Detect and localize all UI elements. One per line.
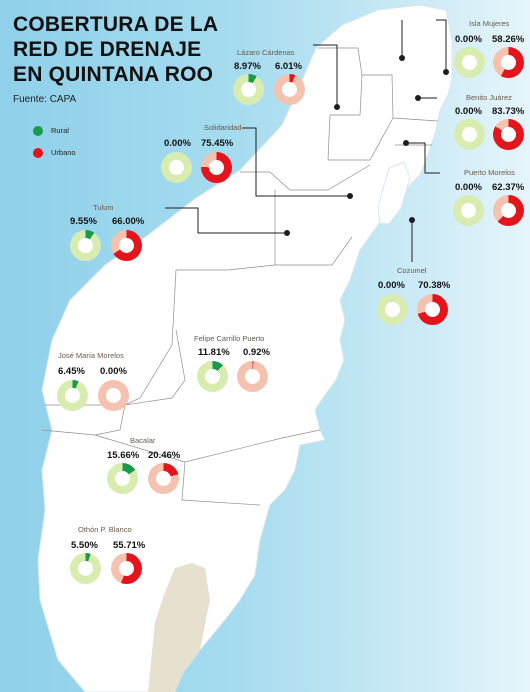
leader-lines	[165, 19, 447, 262]
isla-mujeres-marker	[399, 55, 405, 61]
title-line: RED DE DRENAJE	[13, 38, 202, 61]
rural-percent-bacalar: 15.66%	[107, 450, 140, 461]
urban-donut-felipe-carrillo-puerto	[237, 361, 268, 392]
rural-percent-solidaridad: 0.00%	[164, 138, 191, 149]
island-cozumel	[377, 161, 411, 225]
lazaro-cardenas-marker	[334, 104, 340, 110]
rural-donut-benito-juarez	[454, 119, 485, 150]
rural-percent-benito-juarez: 0.00%	[455, 106, 482, 117]
rural-donut-cozumel	[377, 294, 408, 325]
urban-donut-tulum	[111, 230, 142, 261]
rural-donut-puerto-morelos	[453, 195, 484, 226]
municipality-label-solidaridad: Solidaridad	[204, 123, 242, 132]
rural-percent-isla-mujeres: 0.00%	[455, 34, 482, 45]
page-title: COBERTURA DE LA RED DE DRENAJE EN QUINTA…	[13, 12, 218, 87]
municipality-label-cozumel: Cozumel	[397, 266, 427, 275]
rural-swatch	[33, 125, 43, 136]
rural-donut-othon-p-blanco	[70, 553, 101, 584]
urban-percent-lazaro-cardenas: 6.01%	[275, 61, 302, 72]
cozumel-marker	[409, 217, 415, 223]
legend: Rural Urbano	[33, 124, 76, 168]
municipality-label-othon-p-blanco: Othón P. Blanco	[78, 525, 132, 534]
rural-percent-cozumel: 0.00%	[378, 280, 405, 291]
municipality-label-lazaro-cardenas: Lázaro Cárdenas	[237, 48, 295, 57]
title-line: COBERTURA DE LA	[13, 13, 219, 36]
rural-percent-felipe-carrillo-puerto: 11.81%	[198, 347, 230, 358]
title-line: EN QUINTANA ROO	[13, 63, 214, 86]
municipality-label-bacalar: Bacalar	[130, 436, 156, 445]
rural-donut-felipe-carrillo-puerto	[197, 361, 228, 392]
urban-donut-lazaro-cardenas	[274, 74, 305, 105]
rural-donut-tulum	[70, 230, 101, 261]
municipality-label-benito-juarez: Benito Juárez	[466, 93, 512, 102]
rural-percent-puerto-morelos: 0.00%	[455, 182, 482, 193]
urban-percent-jose-maria-morelos: 0.00%	[100, 366, 127, 377]
urban-percent-cozumel: 70.38%	[418, 280, 451, 291]
urban-donut-jose-maria-morelos	[98, 380, 129, 411]
rural-donut-solidaridad	[161, 152, 192, 183]
rural-percent-tulum: 9.55%	[70, 216, 97, 227]
leader-dots	[284, 55, 449, 236]
urban-swatch	[33, 147, 43, 158]
solidaridad-marker	[347, 193, 353, 199]
urban-percent-othon-p-blanco: 55.71%	[113, 540, 146, 551]
municipality-label-felipe-carrillo-puerto: Felipe Carrillo Puerto	[194, 334, 265, 343]
urban-donut-isla-mujeres	[493, 47, 524, 78]
legend-item-urbano: Urbano	[33, 146, 76, 159]
tulum-marker	[284, 230, 290, 236]
rural-percent-jose-maria-morelos: 6.45%	[58, 366, 85, 377]
urban-donut-cozumel	[417, 294, 448, 325]
puerto-morelos-marker	[403, 140, 409, 146]
urban-donut-solidaridad	[201, 152, 232, 183]
rural-donut-bacalar	[107, 463, 138, 494]
municipal-boundaries	[41, 47, 439, 506]
legend-item-rural: Rural	[33, 124, 76, 137]
urban-percent-benito-juarez: 83.73%	[492, 106, 525, 117]
municipality-label-jose-maria-morelos: José María Morelos	[58, 351, 124, 360]
rural-donut-isla-mujeres	[454, 47, 485, 78]
urban-donut-othon-p-blanco	[111, 553, 142, 584]
rural-percent-lazaro-cardenas: 8.97%	[234, 61, 261, 72]
mainland	[37, 4, 453, 692]
urban-percent-solidaridad: 75.45%	[201, 138, 234, 149]
municipality-label-puerto-morelos: Puerto Morelos	[464, 168, 515, 177]
urban-percent-tulum: 66.00%	[112, 216, 145, 227]
isla-mujeres-island-marker	[443, 69, 449, 75]
legend-label: Urbano	[51, 148, 76, 157]
urban-percent-felipe-carrillo-puerto: 0.92%	[243, 347, 270, 358]
urban-percent-puerto-morelos: 62.37%	[492, 182, 525, 193]
source-note: Fuente: CAPA	[13, 94, 77, 105]
rural-percent-othon-p-blanco: 5.50%	[71, 540, 98, 551]
rural-donut-lazaro-cardenas	[233, 74, 264, 105]
urban-donut-benito-juarez	[493, 119, 524, 150]
urban-percent-isla-mujeres: 58.26%	[492, 34, 525, 45]
belize-region	[148, 563, 210, 692]
urban-donut-bacalar	[148, 463, 179, 494]
rural-donut-jose-maria-morelos	[57, 380, 88, 411]
benito-juarez-marker	[415, 95, 421, 101]
urban-percent-bacalar: 20.46%	[148, 450, 181, 461]
municipality-label-isla-mujeres: Isla Mujeres	[469, 19, 510, 28]
urban-donut-puerto-morelos	[493, 195, 524, 226]
municipality-label-tulum: Tulum	[93, 203, 114, 212]
legend-label: Rural	[51, 126, 69, 135]
